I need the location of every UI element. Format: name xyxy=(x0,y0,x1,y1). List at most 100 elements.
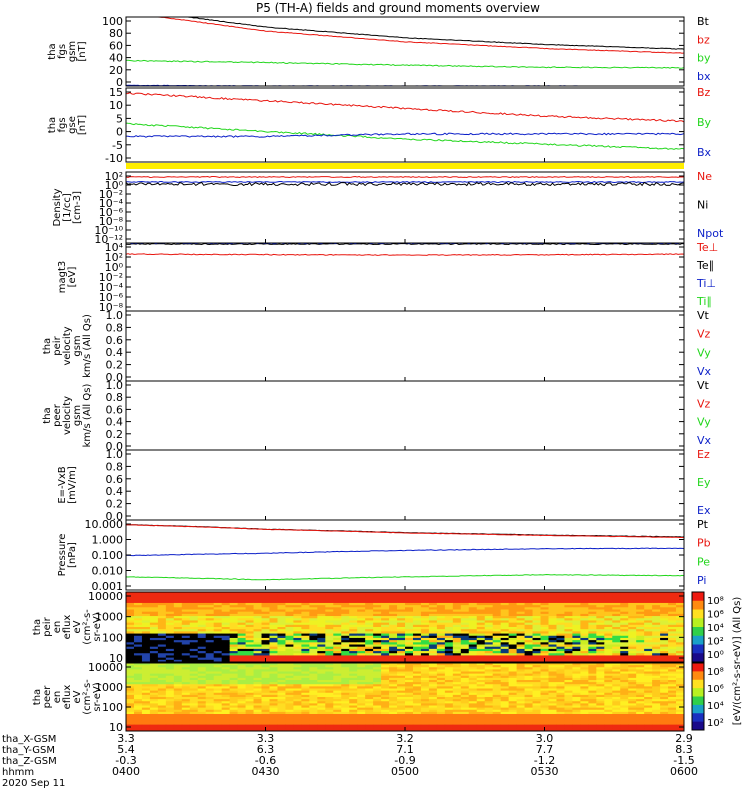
colorbar-tick: 10⁰ xyxy=(707,650,724,661)
series-bz xyxy=(126,16,685,54)
series-Ne xyxy=(125,175,685,179)
electron-spectrogram xyxy=(126,663,685,732)
y-axis-label: tha xyxy=(42,338,53,354)
series-Ni xyxy=(125,181,684,187)
y-tick-label: 10⁻⁶ xyxy=(99,291,124,304)
y-axis-label: tha xyxy=(32,619,43,635)
y-tick-label: 0.4 xyxy=(106,416,124,429)
legend-entry: Vt xyxy=(697,379,710,392)
panel-frame xyxy=(125,449,685,521)
y-axis-label: tha xyxy=(42,407,53,423)
panel-10: 10000 1000 100 10 tha peer en eflux eV (cm²-s-sr-… xyxy=(32,661,685,734)
x-tick-label: 3.3 xyxy=(117,732,135,745)
x-tick-label: 0600 xyxy=(670,765,698,778)
y-axis-label: eV xyxy=(72,690,83,703)
y-tick-label: 10⁻⁸ xyxy=(99,215,124,228)
y-axis-label: [nT] xyxy=(77,115,88,135)
series-Bz xyxy=(125,92,685,123)
x-tick-label: 0530 xyxy=(531,765,559,778)
y-tick-label: 1000 xyxy=(95,681,123,694)
x-tick-label: -0.9 xyxy=(394,754,415,767)
y-tick-label: 0.100 xyxy=(92,549,124,562)
y-tick-label: 100 xyxy=(102,631,123,644)
y-tick-label: 10.000 xyxy=(85,518,124,531)
legend-entry: Ex xyxy=(697,504,711,517)
y-tick-label: 10⁻⁴ xyxy=(99,281,124,294)
y-tick-label: 0.2 xyxy=(106,428,124,441)
x-tick-label: 0400 xyxy=(112,765,140,778)
y-tick-label: 10 xyxy=(109,99,123,112)
series-Te-perp xyxy=(125,253,685,256)
series-Pb xyxy=(125,524,685,539)
y-tick-label: 0.010 xyxy=(92,565,124,578)
y-axis-label: gsm xyxy=(67,41,78,62)
y-tick-label: 10⁰ xyxy=(105,179,124,192)
y-tick-label: 10⁴ xyxy=(105,241,124,254)
x-tick-label: 3.3 xyxy=(257,732,275,745)
y-tick-label: 0.8 xyxy=(106,391,124,404)
legend-entry: By xyxy=(697,116,712,129)
y-tick-label: 10² xyxy=(105,170,123,183)
y-axis-label: gse xyxy=(67,116,78,134)
legend-entry: Ne xyxy=(697,170,712,183)
colorbar-label: [eV/(cm²-s-sr-eV)] (All Qs) xyxy=(732,597,743,726)
x-tick-label: 5.4 xyxy=(117,743,135,756)
x-row-label: tha_Y-GSM xyxy=(2,745,55,756)
colorbar-tick: 10² xyxy=(707,718,724,729)
legend-entry: Npot xyxy=(697,227,724,240)
series-Npot xyxy=(126,180,685,184)
y-tick-label: 10² xyxy=(105,251,123,264)
panel-frame xyxy=(125,519,685,591)
series-by xyxy=(125,59,685,69)
legend-entry: Ez xyxy=(697,448,710,461)
y-axis-label: eflux xyxy=(62,685,73,710)
legend-entry: Vz xyxy=(697,397,711,410)
y-tick-label: 0 xyxy=(116,76,123,89)
x-row-label: hhmm xyxy=(2,767,34,778)
y-axis-label: [1/cc] xyxy=(62,193,73,222)
y-axis-label: [cm-3] xyxy=(72,191,83,224)
series-Bt xyxy=(126,16,685,50)
y-tick-label: 0.0 xyxy=(106,440,124,453)
y-axis-label: peir xyxy=(42,616,53,636)
legend-entry: Te∥ xyxy=(696,259,714,272)
panel-frame xyxy=(125,380,685,451)
y-tick-label: 10⁻² xyxy=(99,188,123,201)
y-axis-label: peer xyxy=(42,685,53,709)
series-Pi xyxy=(125,547,685,557)
panel-9: 10000 1000 100 10 tha peir en eflux eV (cm²-s-sr-… xyxy=(32,590,685,665)
y-axis-label: Density xyxy=(52,188,63,226)
y-axis-label: gsm xyxy=(72,335,83,356)
x-tick-label: -0.6 xyxy=(255,754,276,767)
y-tick-label: 0.2 xyxy=(106,498,124,511)
panel-8: 10.000 1.000 0.100 0.010 0.001 Pressure [nPa] P… xyxy=(57,518,711,593)
y-axis-label: tha xyxy=(47,43,58,59)
y-tick-label: 60 xyxy=(109,39,123,52)
panel-frame xyxy=(125,87,685,163)
y-tick-label: 10⁻² xyxy=(99,271,123,284)
y-tick-label: 10⁻¹⁰ xyxy=(94,224,123,237)
y-axis-label: E=-VxB xyxy=(57,466,68,503)
y-tick-label: 0.6 xyxy=(106,473,124,486)
panel-5: 1.00.80.60.40.20.0 tha peir velocity gsm km/s… xyxy=(42,309,712,384)
legend-entry: Vz xyxy=(697,328,711,341)
y-axis-label: fgs xyxy=(57,117,68,132)
y-tick-label: 0.6 xyxy=(106,334,124,347)
x-row-label: tha_X-GSM xyxy=(2,734,56,745)
y-axis-label: (cm²-s- xyxy=(82,679,93,715)
x-tick-label: 7.7 xyxy=(536,743,554,756)
colorbar-tick: 10⁴ xyxy=(707,623,724,634)
legend-entry: Ni xyxy=(697,199,708,212)
electron-colorbar: 10⁸ 10⁶ 10⁴ 10² xyxy=(691,662,724,731)
y-tick-label: 0.8 xyxy=(106,321,124,334)
legend-entry: Te⊥ xyxy=(696,241,718,254)
y-axis-label: km/s (All Qs) xyxy=(82,314,93,378)
y-axis-label: [mV/m] xyxy=(67,466,78,504)
legend-entry: Pi xyxy=(697,574,706,587)
colorbar-tick: 10⁶ xyxy=(707,684,724,695)
x-tick-label: -0.3 xyxy=(115,754,136,767)
legend-entry: bz xyxy=(697,33,710,46)
